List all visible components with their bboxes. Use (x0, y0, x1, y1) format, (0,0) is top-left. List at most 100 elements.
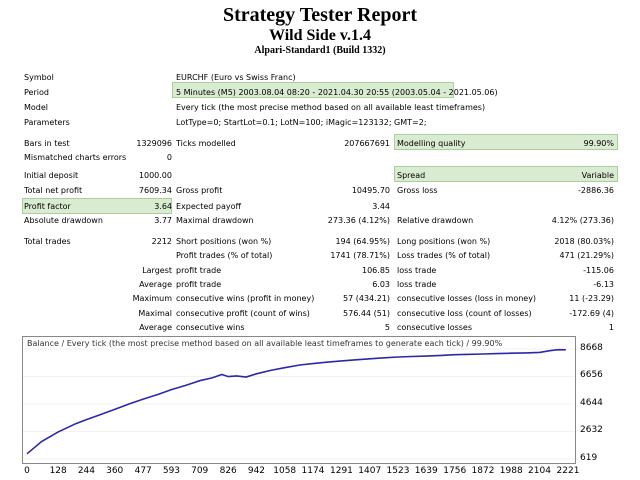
spread-value: Variable (581, 171, 614, 180)
mismatch-label: Mismatched charts errors (24, 153, 127, 162)
period-label: Period (24, 88, 49, 97)
expected-payoff-label: Expected payoff (176, 202, 241, 211)
largest-loss-label: loss trade (397, 266, 437, 275)
x-tick-label: 2104 (528, 466, 551, 476)
x-tick-label: 0 (24, 466, 30, 476)
bars-value: 1329096 (136, 139, 172, 148)
x-tick-label: 1174 (301, 466, 325, 476)
spread-highlight (394, 166, 618, 182)
short-positions-label: Short positions (won %) (176, 237, 272, 246)
total-trades-value: 2212 (151, 237, 172, 246)
quality-highlight (394, 134, 618, 150)
symbol-label: Symbol (24, 73, 54, 82)
maximal-label: Maximal (138, 309, 172, 318)
largest-profit-label: profit trade (176, 266, 222, 275)
x-tick-label: 1058 (273, 466, 297, 476)
period-highlight (172, 82, 454, 98)
deposit-value: 1000.00 (138, 171, 172, 180)
net-profit-label: Total net profit (24, 186, 83, 195)
quality-value: 99.90% (583, 139, 614, 148)
expected-payoff-value: 3.44 (372, 202, 390, 211)
long-positions-label: Long positions (won %) (397, 237, 491, 246)
net-profit-value: 7609.34 (138, 186, 172, 195)
deposit-label: Initial deposit (24, 171, 79, 180)
x-tick-label: 1756 (443, 466, 467, 476)
average-profit-value: 6.03 (372, 280, 390, 289)
average-consec-wins-label: consecutive wins (176, 323, 245, 332)
average-consec-wins-value: 5 (384, 323, 390, 332)
total-trades-label: Total trades (24, 237, 71, 246)
max-consec-losses-label: consecutive losses (loss in money) (397, 294, 537, 303)
balance-line (26, 348, 566, 455)
y-tick-label: 8668 (580, 343, 603, 353)
period-value: 5 Minutes (M5) 2003.08.04 08:20 - 2021.0… (176, 88, 498, 97)
y-tick-label: 4644 (580, 397, 603, 408)
x-tick-label: 2221 (556, 466, 580, 476)
x-tick-label: 1988 (499, 466, 523, 476)
ticks-label: Ticks modelled (176, 139, 236, 148)
x-tick-label: 942 (247, 466, 266, 476)
x-tick-label: 244 (77, 466, 96, 476)
x-tick-label: 128 (49, 466, 67, 476)
largest-label: Largest (142, 266, 172, 275)
ticks-value: 207667691 (344, 139, 390, 148)
gross-loss-label: Gross loss (397, 186, 438, 195)
short-positions-value: 194 (64.95%) (335, 237, 390, 246)
profit-factor-highlight (22, 198, 172, 214)
maximal-consec-loss-value: -172.69 (4) (569, 309, 614, 318)
gross-profit-value: 10495.70 (351, 186, 390, 195)
parameters-value: LotType=0; StartLot=0.1; LotN=100; iMagi… (176, 118, 427, 127)
max-consec-wins-label: consecutive wins (profit in money) (176, 294, 315, 303)
gross-loss-value: -2886.36 (578, 186, 614, 195)
maximal-consec-profit-label: consecutive profit (count of wins) (176, 309, 310, 318)
spread-label: Spread (397, 171, 426, 180)
average-loss-value: -6.13 (593, 280, 614, 289)
average-loss-label: loss trade (397, 280, 437, 289)
x-tick-label: 1872 (471, 466, 495, 476)
average2-label: Average (139, 323, 172, 332)
profit-factor-label: Profit factor (24, 202, 71, 211)
expert-name: Wild Side v.1.4 (269, 27, 371, 44)
largest-loss-value: -115.06 (583, 266, 614, 275)
server-build: Alpari-Standard1 (Build 1332) (254, 45, 386, 56)
x-tick-label: 1407 (358, 466, 382, 476)
average-consec-losses-value: 1 (608, 323, 614, 332)
report-title: Strategy Tester Report (222, 4, 418, 26)
mismatch-value: 0 (166, 153, 172, 162)
x-tick-label: 360 (106, 466, 124, 476)
model-value: Every tick (the most precise method base… (176, 103, 486, 112)
symbol-value: EURCHF (Euro vs Swiss Franc) (176, 73, 296, 82)
x-tick-label: 1291 (330, 466, 353, 476)
x-tick-label: 826 (219, 466, 237, 476)
x-tick-label: 593 (162, 466, 181, 476)
x-tick-label: 1523 (386, 466, 410, 476)
maximal-drawdown-value: 273.36 (4.12%) (327, 216, 390, 225)
x-tick-label: 1639 (414, 466, 438, 476)
y-tick-label: 619 (580, 453, 598, 463)
gross-profit-label: Gross profit (176, 186, 223, 195)
relative-drawdown-value: 4.12% (273.36) (551, 216, 614, 225)
loss-trades-value: 471 (21.29%) (559, 251, 614, 260)
maximal-consec-profit-value: 576.44 (51) (343, 309, 390, 318)
model-label: Model (24, 103, 49, 112)
long-positions-value: 2018 (80.03%) (554, 237, 614, 246)
maximal-drawdown-label: Maximal drawdown (176, 216, 254, 225)
x-tick-label: 709 (191, 466, 209, 476)
y-tick-label: 6656 (580, 370, 603, 381)
profit-trades-value: 1741 (78.71%) (330, 251, 390, 260)
absolute-drawdown-value: 3.77 (154, 216, 172, 225)
loss-trades-label: Loss trades (% of total) (397, 251, 491, 260)
maximal-consec-loss-label: consecutive loss (count of losses) (397, 309, 532, 318)
balance-chart: Balance / Every tick (the most precise m… (22, 336, 576, 464)
max-consec-wins-value: 57 (434.21) (343, 294, 390, 303)
x-tick-label: 477 (134, 466, 152, 476)
chart-title: Balance / Every tick (the most precise m… (27, 339, 503, 348)
largest-profit-value: 106.85 (362, 266, 390, 275)
maximum-label: Maximum (132, 294, 172, 303)
max-consec-losses-value: 11 (-23.29) (569, 294, 614, 303)
absolute-drawdown-label: Absolute drawdown (24, 216, 103, 225)
quality-label: Modelling quality (397, 139, 466, 148)
profit-factor-value: 3.64 (154, 202, 172, 211)
bars-label: Bars in test (24, 139, 70, 148)
relative-drawdown-label: Relative drawdown (397, 216, 474, 225)
